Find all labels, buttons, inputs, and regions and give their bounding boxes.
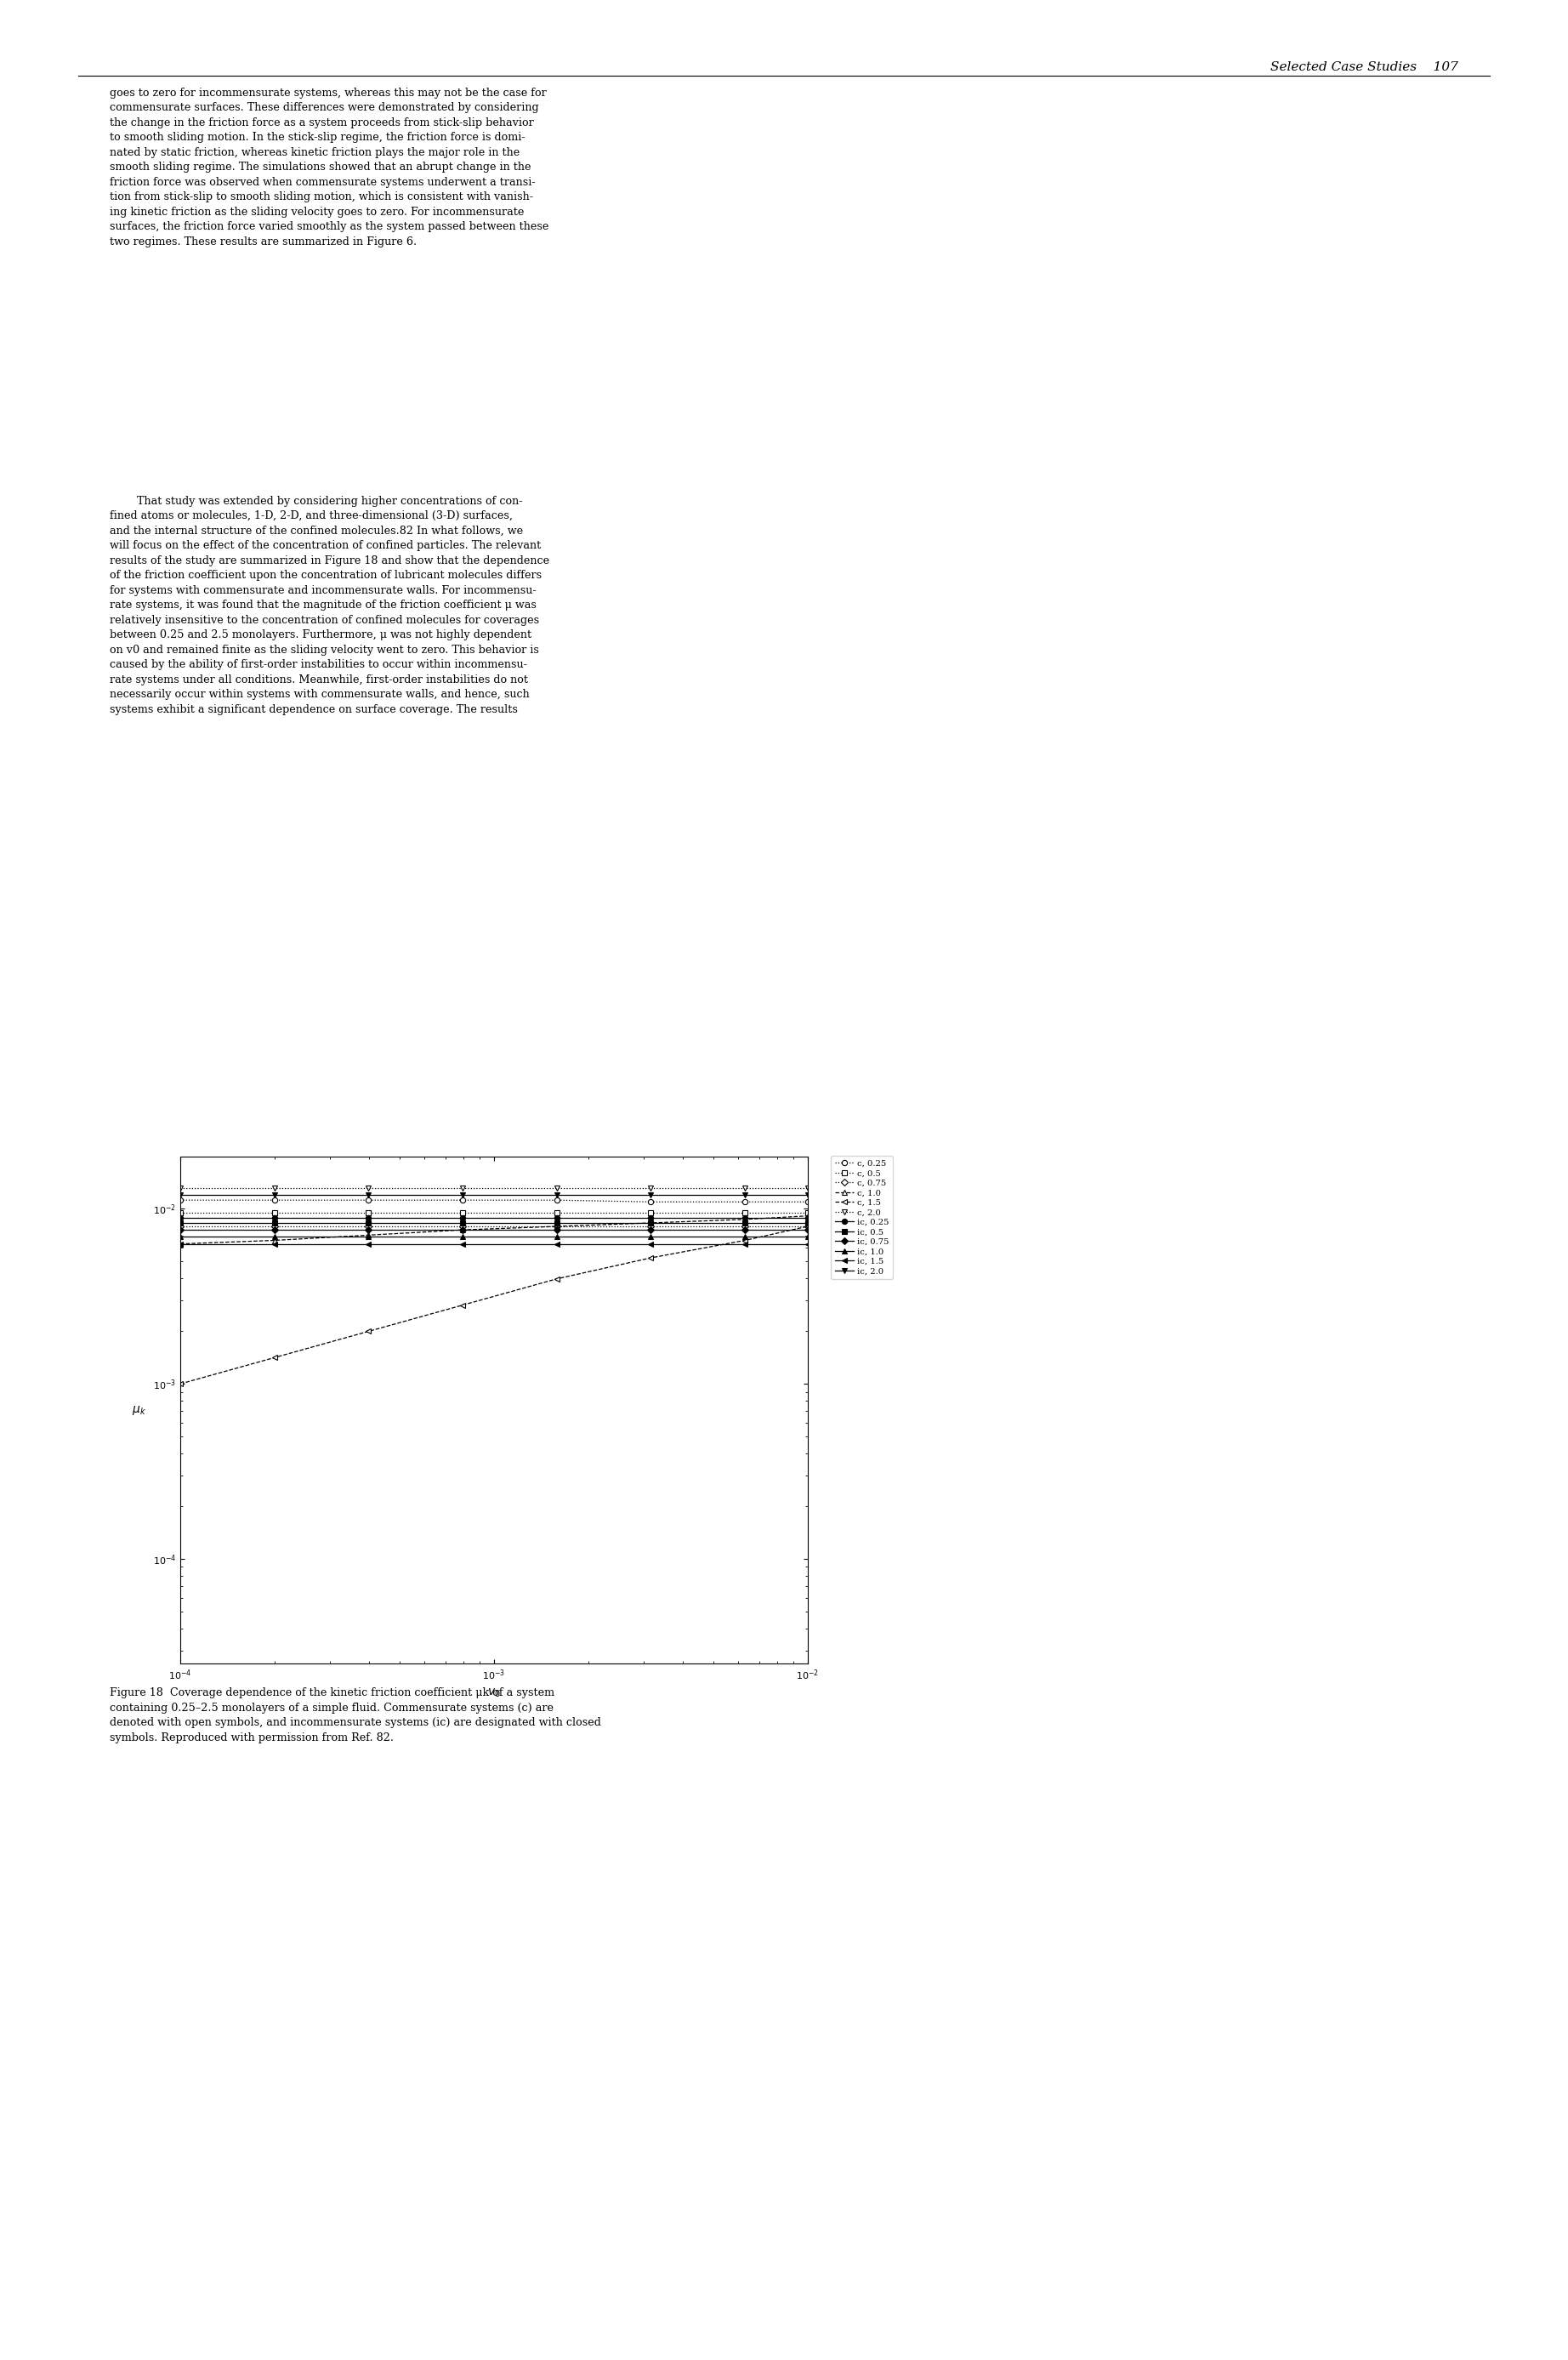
Text: Selected Case Studies    107: Selected Case Studies 107: [1270, 61, 1458, 73]
X-axis label: $v_0$: $v_0$: [488, 1687, 500, 1699]
Text: goes to zero for incommensurate systems, whereas this may not be the case for
co: goes to zero for incommensurate systems,…: [110, 87, 549, 248]
Legend: c, 0.25, c, 0.5, c, 0.75, c, 1.0, c, 1.5, c, 2.0, ic, 0.25, ic, 0.5, ic, 0.75, i: c, 0.25, c, 0.5, c, 0.75, c, 1.0, c, 1.5…: [831, 1156, 894, 1279]
Text: That study was extended by considering higher concentrations of con-
fined atoms: That study was extended by considering h…: [110, 496, 549, 715]
Y-axis label: $\mu_k$: $\mu_k$: [132, 1404, 146, 1416]
Text: Figure 18  Coverage dependence of the kinetic friction coefficient μk of a syste: Figure 18 Coverage dependence of the kin…: [110, 1687, 601, 1744]
